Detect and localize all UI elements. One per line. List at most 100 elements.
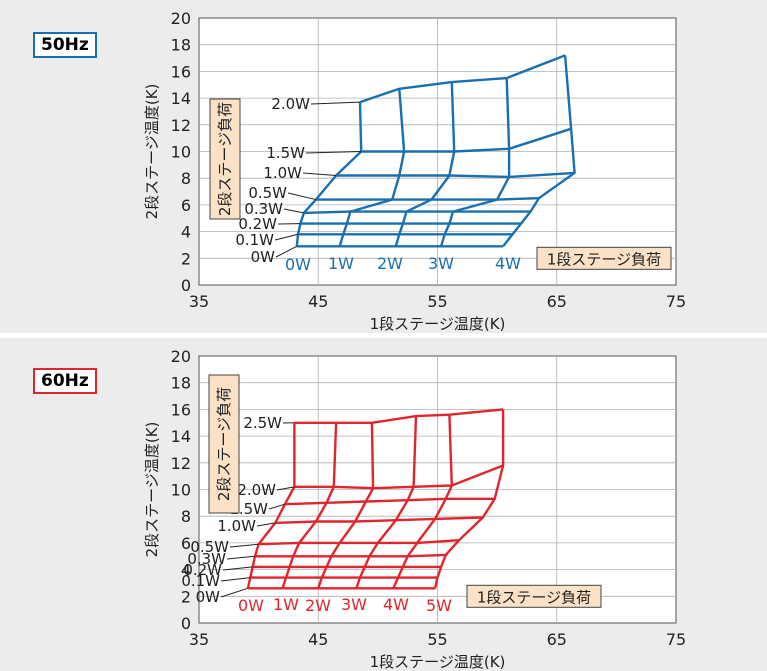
- y-axis-label: 2段ステージ温度(K): [143, 422, 161, 558]
- y-tick-label: 4: [181, 561, 191, 580]
- leader-line: [276, 486, 295, 491]
- y-tick-label: 2: [181, 587, 191, 606]
- stage1-axis-box: [466, 584, 602, 608]
- y-tick-label: 20: [171, 9, 191, 28]
- leader-line: [256, 522, 276, 527]
- stage2-load-line: [303, 210, 531, 215]
- stage2-load-label: 0.1W: [235, 231, 274, 249]
- stage1-load-line: [439, 78, 511, 247]
- x-tick-label: 75: [666, 630, 686, 649]
- stage2-load-label: 2.0W: [237, 481, 276, 499]
- x-tick-label: 35: [189, 630, 209, 649]
- leader-line: [229, 543, 259, 548]
- stage1-load-label: 0W: [238, 596, 264, 615]
- stage2-load-line: [294, 408, 504, 425]
- stage1-load-label: 1W: [273, 595, 299, 614]
- stage2-load-label: 0.2W: [183, 561, 222, 579]
- stage2-load-label: 1.0W: [217, 517, 256, 535]
- y-tick-label: 14: [171, 427, 191, 446]
- leader-line: [268, 503, 286, 510]
- stage1-load-line: [317, 422, 375, 589]
- leader-line: [302, 172, 337, 177]
- x-tick-label: 35: [189, 292, 209, 311]
- stage2-load-label: 0.3W: [244, 200, 283, 218]
- stage1-load-label: 3W: [341, 595, 367, 614]
- stage1-load-label: 5W: [426, 596, 452, 615]
- stage1-axis-label: 1段ステージ負荷: [547, 250, 661, 268]
- stage1-load-label: 2W: [305, 596, 331, 615]
- x-tick-label: 75: [666, 292, 686, 311]
- y-tick-label: 4: [181, 223, 191, 242]
- stage2-load-label: 0.3W: [187, 550, 226, 568]
- frequency-tag: 50Hz: [33, 32, 97, 58]
- stage2-load-label: 0.1W: [181, 572, 220, 590]
- x-tick-label: 65: [547, 630, 567, 649]
- stage1-axis-label: 1段ステージ負荷: [477, 588, 591, 606]
- stage1-load-label: 1W: [328, 254, 354, 273]
- separator: [0, 333, 767, 338]
- x-tick-label: 55: [427, 292, 447, 311]
- x-tick-label: 45: [308, 630, 328, 649]
- chart-50hz: 0 2 4 6 8 10 12 14 16 18 20 35 45 55 65 75 1段ステージ温度(K) 2段…: [143, 9, 686, 333]
- y-tick-label: 0: [181, 276, 191, 295]
- leader-line: [287, 192, 316, 201]
- stage2-load-line: [315, 197, 539, 201]
- x-tick-label: 65: [547, 292, 567, 311]
- stage2-axis-label: 2段ステージ負荷: [215, 387, 233, 501]
- leader-line: [275, 245, 298, 258]
- stage2-axis-box: [209, 98, 241, 220]
- stage2-load-label: 0.2W: [238, 215, 277, 233]
- panel-50hz: 50Hz 0 2 4 6 8 10 12 14 16 18 20 35 45 55 65 75 1段ステージ温度…: [0, 0, 767, 333]
- stage1-load-label: 4W: [495, 254, 521, 273]
- x-tick-label: 55: [427, 630, 447, 649]
- stage1-load-line: [295, 102, 363, 247]
- leader-line: [226, 555, 256, 560]
- stage2-load-label: 0W: [251, 248, 276, 266]
- y-tick-label: 12: [171, 116, 191, 135]
- stage1-load-line: [338, 88, 406, 247]
- x-axis-label: 1段ステージ温度(K): [370, 653, 506, 671]
- chart-60hz: 0 2 4 6 8 10 12 14 16 18 20 35 45 55 65 75 1段ステージ温度(K) 2段…: [143, 347, 686, 671]
- stage2-load-label: 0W: [196, 588, 221, 606]
- stage1-load-label: 4W: [383, 595, 409, 614]
- y-tick-label: 16: [171, 62, 191, 81]
- stage2-load-label: 1.5W: [266, 144, 305, 162]
- frequency-tag: 60Hz: [33, 368, 97, 394]
- stage1-axis-box: [536, 246, 672, 270]
- stage2-load-label: 2.0W: [271, 95, 310, 113]
- stage2-axis-box: [208, 374, 240, 514]
- stage1-load-label: 0W: [285, 255, 311, 274]
- stage2-load-label: 0.5W: [248, 184, 287, 202]
- stage2-axis-label: 2段ステージ負荷: [216, 102, 234, 216]
- stage1-load-line: [394, 82, 456, 247]
- leader-line: [283, 208, 305, 214]
- panel-60hz: 60Hz 0 2 4 6 8 10 12 14 16 18 20 35 45 55 65 75 1段ステージ温度…: [0, 338, 767, 671]
- y-tick-label: 12: [171, 454, 191, 473]
- stage2-load-label: 0.5W: [190, 538, 229, 556]
- leader-line: [222, 566, 253, 571]
- y-tick-label: 2: [181, 249, 191, 268]
- y-tick-label: 0: [181, 614, 191, 633]
- leader-line: [305, 151, 362, 154]
- y-tick-label: 18: [171, 374, 191, 393]
- stage1-load-line: [433, 409, 505, 589]
- y-tick-label: 10: [171, 481, 191, 500]
- stage1-load-label: 2W: [377, 254, 403, 273]
- y-tick-label: 8: [181, 507, 191, 526]
- stage2-load-line: [275, 516, 483, 525]
- y-tick-label: 8: [181, 169, 191, 188]
- stage1-load-line: [502, 55, 576, 248]
- stage2-load-label: 2.5W: [243, 414, 282, 432]
- leader-line: [220, 587, 249, 598]
- y-tick-label: 18: [171, 36, 191, 55]
- stage2-load-line: [255, 553, 446, 558]
- x-axis-label: 1段ステージ温度(K): [370, 315, 506, 333]
- stage2-load-line: [294, 464, 504, 490]
- stage2-load-line: [258, 539, 460, 546]
- y-tick-label: 6: [181, 196, 191, 215]
- leader-line: [274, 233, 299, 241]
- leader-line: [310, 101, 361, 105]
- stage1-load-line: [281, 422, 338, 589]
- y-tick-label: 20: [171, 347, 191, 366]
